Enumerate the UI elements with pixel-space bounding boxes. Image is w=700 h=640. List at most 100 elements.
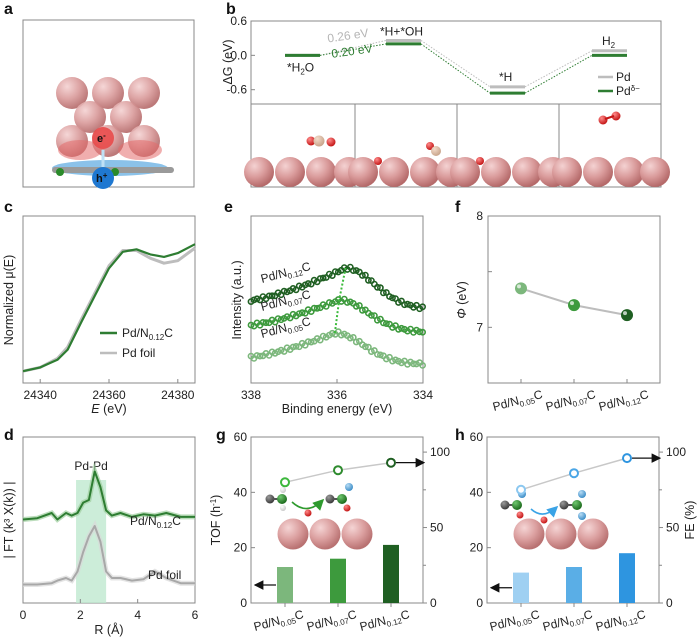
e-data-point xyxy=(376,284,384,292)
right-series-point xyxy=(622,453,632,464)
d-series xyxy=(22,470,195,521)
d-label-pd-foil: Pd foil xyxy=(148,568,181,582)
energy-connector xyxy=(420,40,491,88)
n-atom-icon xyxy=(56,168,64,176)
panel-h: h FE (%) 0 20 40 60 0 50 100 Pd/N0.05C Pd/N0.07C… xyxy=(455,427,697,634)
panel-b: b 0.6 0.0 -0.6 ΔG (eV) *H2O *H+*OH *H H2 0.26 … xyxy=(221,1,670,188)
pd-surface-atom xyxy=(341,518,373,550)
pd-surface-atom xyxy=(614,157,644,187)
pd-surface-atom xyxy=(512,157,542,187)
pd-surface-atom xyxy=(277,518,309,550)
state-label-h: *H xyxy=(499,70,512,84)
o-atom xyxy=(326,137,336,147)
pd-surface-atom xyxy=(583,157,613,187)
pd-pd-label: Pd-Pd xyxy=(74,459,107,473)
right-ytick-label: 100 xyxy=(430,445,450,459)
e-data-point xyxy=(253,352,261,359)
b-ytick-label: 0.6 xyxy=(230,14,247,28)
g-ylabel: TOF (h-1) xyxy=(209,495,223,546)
right-series-point xyxy=(280,477,290,488)
energy-connector xyxy=(420,43,491,94)
e-data-point xyxy=(319,274,327,282)
reaction-snapshots xyxy=(244,104,670,187)
b-ytick-label: -0.6 xyxy=(226,83,247,97)
f-point-highlight xyxy=(623,311,627,316)
d-xtick-label: 4 xyxy=(134,608,141,622)
e-data-point xyxy=(379,319,387,327)
pd-surface-atom xyxy=(545,518,577,550)
e-data-point xyxy=(352,338,360,346)
electron-icon xyxy=(92,127,114,149)
state-label-h-oh: *H+*OH xyxy=(380,24,423,38)
e-data-point xyxy=(416,328,423,336)
e-data-point xyxy=(295,310,303,317)
h-y2label: FE (%) xyxy=(683,501,697,540)
legend-label-pd-delta: Pdδ− xyxy=(616,84,640,98)
left-ytick-label: 20 xyxy=(234,541,248,555)
pd-surface-atom xyxy=(450,157,480,187)
n-atom xyxy=(512,500,522,510)
left-ytick-label: 60 xyxy=(470,430,484,444)
panel-label-g: g xyxy=(216,427,226,444)
e-data-point xyxy=(346,334,354,342)
e-data-point xyxy=(352,302,360,310)
e-data-point xyxy=(313,304,321,312)
e-data-point xyxy=(349,267,357,274)
xtick-label: Pd/N0.05C xyxy=(252,607,306,636)
b-ytick-label: 0.0 xyxy=(230,48,247,62)
e-data-point xyxy=(361,271,369,279)
c-atom xyxy=(265,494,275,504)
pd-surface-atom xyxy=(379,157,409,187)
c-atom xyxy=(431,146,441,156)
e-data-point xyxy=(304,280,312,287)
state-label-h2: H2 xyxy=(602,34,616,50)
o2-bond xyxy=(604,115,615,120)
o-atom xyxy=(374,157,382,165)
right-ytick-label: 50 xyxy=(430,521,444,535)
f-xtick-label: Pd/N0.05C xyxy=(491,387,545,416)
e-data-point xyxy=(343,299,351,306)
pd-atom xyxy=(74,101,106,133)
e-data-point xyxy=(289,343,297,351)
panel-label-f: f xyxy=(455,199,461,216)
e-data-point xyxy=(259,318,267,326)
e-xtick-label: 334 xyxy=(413,388,433,402)
right-series-point xyxy=(333,465,343,476)
svg-text:e-: e- xyxy=(97,131,106,145)
e-data-point xyxy=(265,292,273,300)
reaction-arrow xyxy=(291,498,325,511)
pd-surface-atom xyxy=(552,157,582,187)
right-ytick-label: 0 xyxy=(666,596,673,610)
e-series-label: Pd/N0.07C xyxy=(259,287,313,316)
energy-connector xyxy=(524,54,593,94)
e-data-point xyxy=(256,352,264,360)
e-data-point xyxy=(404,300,411,308)
panel-label-c: c xyxy=(4,199,13,216)
electron-cloud-right xyxy=(118,140,162,160)
o-atom xyxy=(611,111,621,121)
right-ytick-label: 0 xyxy=(430,596,437,610)
pd-surface-atom xyxy=(309,518,341,550)
e-data-point xyxy=(358,306,366,314)
n-atom xyxy=(277,494,287,504)
f-xtick-label: Pd/N0.07C xyxy=(544,387,598,416)
o-atom xyxy=(540,516,548,524)
e-data-point xyxy=(292,342,300,350)
c-xlabel: E (eV) xyxy=(91,402,126,416)
panel-c: c Normalized μ(E) E (eV) 24340 24360 24380… xyxy=(2,199,196,416)
d-ylabel: | FT (k³ X(k)) | xyxy=(2,481,16,558)
panel-f: f Φ (eV) 8 7 Pd/N0.05C Pd/N0.07C Pd/N0.12C xyxy=(455,199,661,416)
e-data-point xyxy=(355,302,363,309)
d-xtick-label: 0 xyxy=(20,608,27,622)
o-atom xyxy=(476,157,484,165)
xtick-label: Pd/N0.12C xyxy=(358,607,412,636)
o-atom xyxy=(304,509,312,517)
reaction-arrow xyxy=(530,505,559,518)
panel-label-e: e xyxy=(224,199,233,216)
e-data-point xyxy=(361,343,369,351)
e-data-point xyxy=(307,338,315,346)
h-atom xyxy=(280,505,286,511)
bar xyxy=(619,553,635,603)
n-atom xyxy=(572,500,582,510)
